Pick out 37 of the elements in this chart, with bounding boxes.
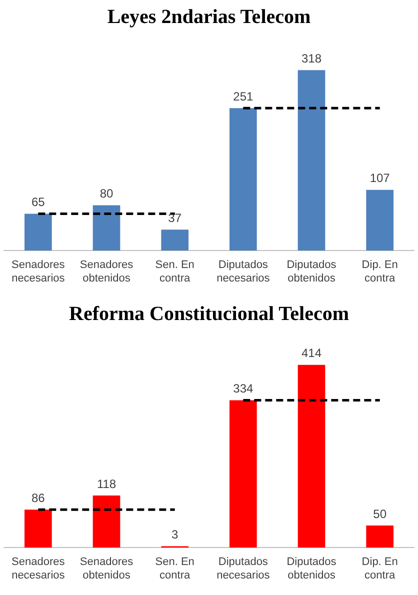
data-label: 50 [373,506,387,521]
bar [161,230,188,251]
data-label: 334 [233,382,254,396]
bar [230,108,257,251]
bar [298,364,326,548]
x-tick-label: Senadores obtenidos [80,259,134,284]
bar [298,70,326,251]
chart-title: Reforma Constitucional Telecom [69,303,350,326]
bar [24,510,52,548]
x-tick-label: Senadores obtenidos [80,556,134,582]
data-label: 3 [171,528,178,542]
data-label: 86 [31,490,46,505]
x-tick-label: Dip. En contra [362,556,398,582]
x-tick-label: Diputados necesarios [216,556,270,582]
bar [92,496,120,548]
x-tick-label: Senadores necesarios [12,259,66,284]
bar [366,526,394,548]
bar [366,190,394,251]
x-tick-label: Senadores necesarios [12,556,66,582]
data-label: 37 [168,210,182,225]
x-tick-label: Diputados obtenidos [286,556,337,582]
chart-title: Leyes 2ndarias Telecom [107,6,311,28]
bar [92,205,120,251]
x-tick-label: Dip. En contra [362,259,398,284]
x-tick-label: Sen. En contra [155,259,194,284]
data-label: 251 [233,89,254,104]
x-tick-label: Diputados obtenidos [286,259,337,284]
x-tick-label: Diputados necesarios [216,259,270,284]
data-label: 80 [100,186,114,201]
bar [230,400,257,548]
data-label: 107 [370,171,390,186]
data-label: 118 [96,476,116,491]
data-label: 318 [301,51,322,66]
x-tick-label: Sen. En contra [155,556,194,582]
bar [24,214,52,251]
data-label: 65 [31,195,46,210]
data-label: 414 [301,346,322,360]
